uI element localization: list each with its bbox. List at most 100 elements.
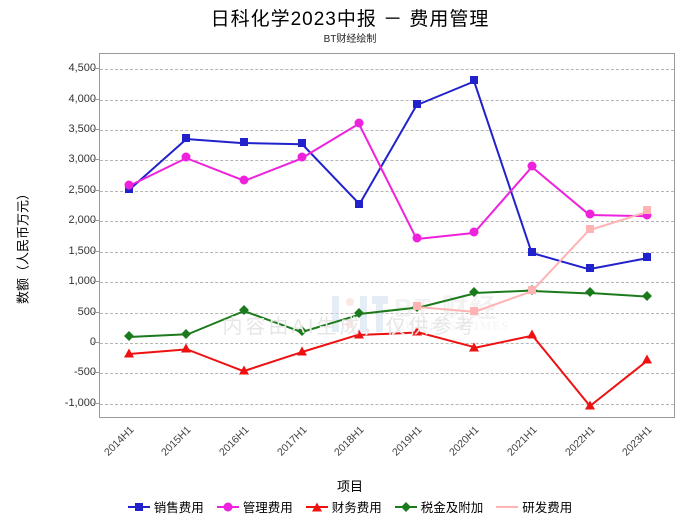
x-tick-label: 2016H1 (216, 424, 252, 459)
data-point (124, 180, 134, 190)
legend-item[interactable]: 财务费用 (305, 497, 382, 516)
series-line (474, 334, 533, 349)
legend-label: 财务费用 (331, 501, 382, 515)
data-point (469, 342, 480, 352)
y-tick-mark (93, 372, 99, 374)
data-point (642, 291, 653, 302)
data-point (585, 264, 594, 273)
data-point (412, 233, 422, 243)
data-point (355, 199, 364, 208)
legend-item[interactable]: 销售费用 (127, 497, 204, 516)
grid-line (100, 282, 674, 284)
y-tick-mark (93, 159, 99, 161)
x-tick-label: 2023H1 (620, 424, 655, 459)
grid-line (100, 190, 674, 192)
y-tick-mark (93, 402, 99, 404)
series-line (243, 157, 302, 182)
grid-lines (100, 54, 674, 417)
grid-line (100, 373, 674, 375)
data-point (181, 343, 192, 353)
y-tick-mark (93, 341, 99, 343)
data-point (584, 287, 595, 298)
legend-label: 管理费用 (242, 501, 293, 515)
y-tick-label: 3,000 (68, 153, 96, 166)
series-line (531, 228, 591, 292)
legend-item[interactable]: 研发费用 (496, 497, 572, 516)
chart-title: 日科化学2023中报 － 费用管理 (210, 9, 490, 30)
legend-swatch (305, 501, 328, 513)
series-line (359, 307, 417, 316)
data-point (642, 210, 652, 220)
x-axis-label: 项目 (336, 479, 363, 494)
series-line (128, 348, 187, 355)
x-tick-label: 2014H1 (101, 424, 137, 459)
y-tick-label: 2,000 (68, 214, 96, 227)
data-point (528, 286, 536, 295)
data-point (585, 209, 595, 219)
y-tick-label: 1,500 (68, 244, 96, 257)
y-tick-label: 0 (89, 335, 96, 348)
x-tick-label: 2017H1 (274, 424, 310, 459)
grid-line (100, 251, 674, 253)
y-tick-label: 500 (77, 305, 96, 318)
y-tick-mark (93, 129, 99, 131)
data-point (469, 287, 480, 298)
data-point (182, 133, 191, 142)
x-tick-label: 2019H1 (389, 424, 425, 459)
data-point (123, 348, 134, 358)
series-line (359, 331, 417, 336)
legend-label: 税金及附加 (420, 501, 484, 515)
data-point (411, 326, 422, 336)
data-point (296, 346, 307, 356)
data-point (297, 139, 306, 148)
series-line (301, 122, 360, 160)
series-line (358, 123, 418, 240)
data-point (470, 76, 479, 85)
y-tick-label: 4,500 (68, 62, 96, 75)
y-tick-mark (93, 250, 99, 252)
data-point (643, 206, 652, 215)
y-tick-mark (93, 98, 99, 100)
y-tick-mark (93, 189, 99, 191)
series-line (531, 290, 590, 295)
series-line (531, 166, 591, 216)
y-tick-mark (93, 68, 99, 70)
data-point (354, 329, 365, 339)
y-tick-mark (93, 311, 99, 313)
series-line (186, 348, 245, 373)
data-point (470, 306, 479, 315)
data-point (527, 329, 537, 339)
grid-line (100, 69, 674, 71)
legend-item[interactable]: 管理费用 (216, 497, 293, 516)
x-tick-label: 2021H1 (504, 424, 540, 459)
series-line (243, 142, 302, 146)
data-point (642, 354, 653, 364)
data-point (123, 331, 134, 342)
legend-swatch (496, 501, 519, 513)
legend-item[interactable]: 税金及附加 (394, 497, 484, 516)
y-tick-label: 1,000 (68, 275, 96, 288)
legend-label: 销售费用 (153, 501, 204, 515)
series-line (473, 166, 533, 234)
y-tick-mark (93, 220, 99, 222)
data-point (585, 224, 594, 233)
grid-line (100, 99, 674, 101)
series-line (301, 313, 360, 333)
series-line (589, 292, 648, 299)
series-line (186, 309, 245, 336)
data-point (181, 152, 191, 162)
grid-line (100, 160, 674, 162)
data-point (354, 308, 365, 319)
data-point (354, 118, 364, 128)
x-tick-label: 2015H1 (159, 424, 194, 459)
data-point (239, 365, 249, 375)
grid-line (100, 342, 674, 344)
chart-subtitle: BT财经绘制 (323, 34, 377, 45)
series-line (416, 305, 475, 313)
series-line (358, 104, 418, 206)
legend-swatch (127, 501, 150, 513)
x-tick-label: 2022H1 (562, 424, 598, 459)
grid-line (100, 221, 674, 223)
series-layer (100, 54, 674, 417)
y-tick-label: 4,000 (68, 92, 96, 105)
